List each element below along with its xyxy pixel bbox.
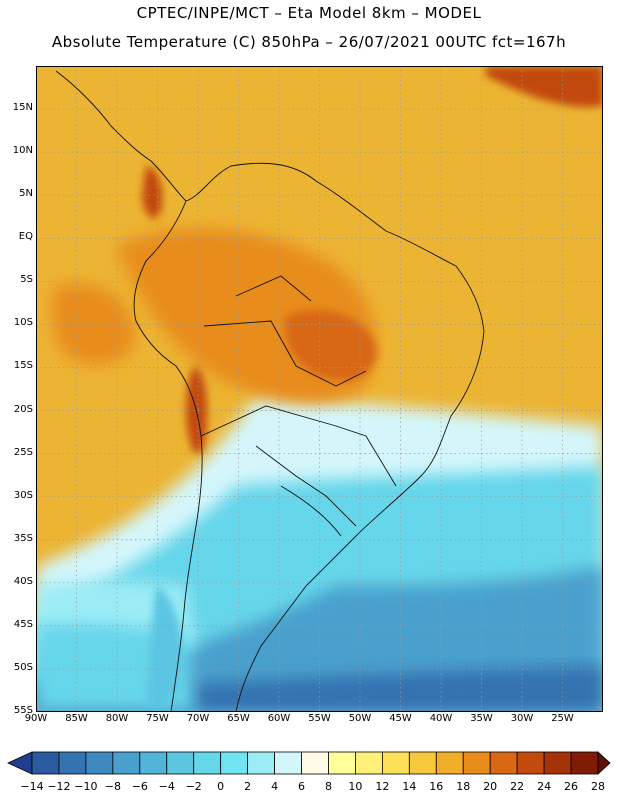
temperature-map[interactable]: [36, 66, 603, 712]
colorbar-swatch: [274, 751, 302, 775]
colorbar-swatch: [516, 751, 545, 775]
patagonia-cold: [146, 586, 182, 709]
colorbar-swatch: [85, 751, 114, 775]
colorbar-swatch: [301, 751, 329, 775]
colorbar-tick-label: 4: [271, 780, 279, 793]
latitude-label: 55S: [13, 705, 33, 716]
colorbar-tick-label: 12: [375, 780, 390, 793]
title-line-1: CPTEC/INPE/MCT – Eta Model 8km – MODEL: [136, 4, 482, 22]
longitude-label: 30W: [510, 713, 534, 724]
colorbar-swatch: [166, 751, 195, 775]
colorbar-swatch: [58, 751, 87, 775]
colorbar-tick-label: 16: [429, 780, 444, 793]
colorbar-swatch: [570, 751, 599, 775]
colorbar-swatch: [489, 751, 518, 775]
colorbar-swatch: [355, 751, 383, 775]
andes-hot-strip: [142, 166, 208, 455]
longitude-label: 70W: [186, 713, 210, 724]
colorbar-tick-label: 8: [324, 780, 332, 793]
colorbar-tick-label: 26: [564, 780, 579, 793]
colorbar-swatch: [328, 751, 356, 775]
colorbar-swatch: [220, 751, 249, 775]
colorbar-tick-label: −10: [74, 780, 98, 793]
colorbar-tick-label: −12: [47, 780, 71, 793]
longitude-label: 65W: [227, 713, 250, 724]
colorbar-swatch: [381, 751, 410, 775]
longitude-label: 85W: [65, 713, 88, 724]
latitude-label: 50S: [13, 661, 33, 673]
colorbar-labels: −14 −12 −10 −8 −6 −4 −2 0 2 4 6 8 10 12 14 16 18 20 22 24 26…: [0, 780, 618, 798]
longitude-label: 80W: [105, 713, 129, 724]
longitude-label: 35W: [470, 713, 493, 724]
colorbar-tick-label: 14: [402, 780, 417, 793]
lat-lon-grid: [36, 66, 603, 712]
longitude-label: 40W: [429, 713, 453, 724]
colorbar-swatch: [247, 751, 275, 775]
map-frame: [36, 66, 603, 712]
colorbar-swatch: [31, 751, 60, 775]
latitude-label: 45S: [13, 618, 33, 630]
colorbar-tick-label: −14: [20, 780, 44, 793]
north-hot-area: [486, 66, 603, 107]
latitude-label: 5S: [20, 274, 33, 286]
colorbar-swatch: [139, 751, 168, 775]
colorbar-tick-label: 6: [298, 780, 306, 793]
colorbar-tick-label: 22: [510, 780, 525, 793]
colorbar-tick-label: 24: [537, 780, 552, 793]
colorbar-tick-label: 10: [348, 780, 363, 793]
longitude-label: 90W: [24, 713, 48, 724]
latitude-label: 10N: [12, 145, 33, 157]
latitude-label: 25S: [13, 446, 33, 458]
colorbar-swatch: [193, 751, 222, 775]
latitude-label: EQ: [18, 231, 33, 243]
longitude-label: 45W: [389, 713, 412, 724]
latitude-label: 15S: [13, 360, 33, 372]
colorbar-tick-label: 18: [456, 780, 471, 793]
colorbar-high-arrow: [597, 751, 611, 775]
colorbar-tick-label: 20: [483, 780, 498, 793]
latitude-label: 35S: [13, 532, 33, 544]
hot-core: [285, 310, 377, 381]
longitude-label: 75W: [146, 713, 169, 724]
longitude-label: 25W: [551, 713, 574, 724]
colorbar-tick-label: 0: [217, 780, 225, 793]
ocean-warm-patch: [51, 283, 136, 365]
longitude-label: 60W: [267, 713, 291, 724]
colorbar-swatch: [435, 751, 464, 775]
latitude-label: 40S: [13, 575, 33, 587]
title-line-2: Absolute Temperature (C) 850hPa – 26/07/…: [51, 33, 567, 51]
latitude-label: 20S: [13, 403, 33, 415]
colorbar-swatch: [408, 751, 437, 775]
colorbar: [7, 751, 611, 775]
colorbar-tick-label: −2: [185, 780, 202, 793]
colorbar-swatch: [543, 751, 572, 775]
colorbar-tick-label: −4: [158, 780, 175, 793]
colorbar-tick-label: 2: [244, 780, 252, 793]
latitude-label: 15N: [12, 102, 33, 114]
colorbar-tick-label: −8: [104, 780, 121, 793]
colorbar-swatch: [112, 751, 141, 775]
colorbar-swatch: [462, 751, 491, 775]
latitude-label: 30S: [13, 489, 33, 501]
colorbar-tick-label: 28: [591, 780, 605, 793]
latitude-label: 5N: [19, 188, 33, 200]
coastlines: [55, 70, 485, 712]
latitude-label: 10S: [13, 317, 33, 329]
longitude-label: 50W: [348, 713, 372, 724]
longitude-label: 55W: [308, 713, 331, 724]
colorbar-low-arrow: [7, 751, 33, 775]
colorbar-tick-label: −6: [131, 780, 148, 793]
